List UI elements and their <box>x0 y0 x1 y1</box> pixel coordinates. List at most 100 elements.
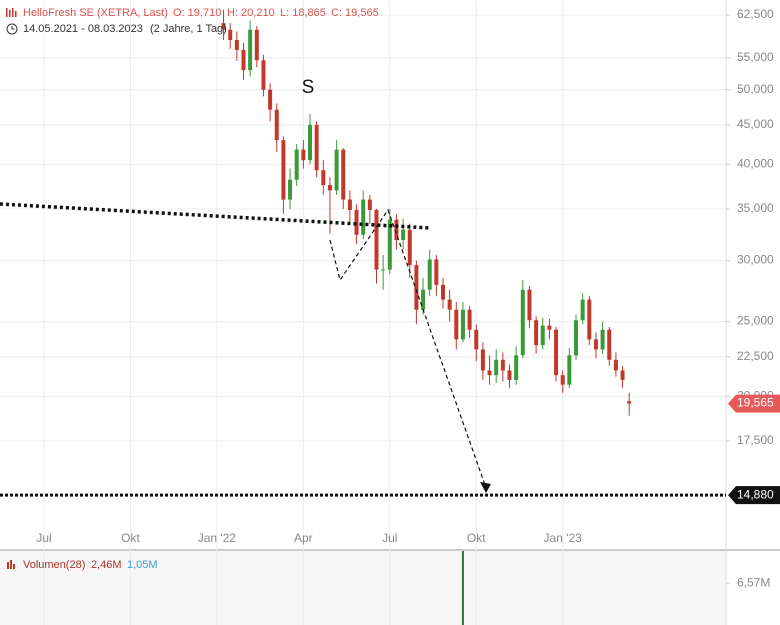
header-icon <box>6 8 17 17</box>
x-tick-label: Apr <box>294 531 313 545</box>
candle-body <box>434 259 439 285</box>
price-tag <box>728 394 780 413</box>
candle-body <box>540 325 545 346</box>
ohlc-open: O: 19,710 <box>173 7 221 19</box>
y-tick-label: 30,000 <box>737 253 774 267</box>
candle-body <box>401 229 406 241</box>
level-tag <box>728 486 780 505</box>
candle-body <box>268 89 273 110</box>
candle-body <box>294 149 299 180</box>
y-tick-label: 35,000 <box>737 201 774 215</box>
marks: 14,880 19,565 <box>0 9 780 625</box>
ohlc-high: H: 20,210 <box>227 7 275 19</box>
y-tick-label: 22,500 <box>737 349 774 363</box>
x-tick-label: Jan '22 <box>198 531 237 545</box>
candle-body <box>394 219 399 241</box>
candle-body <box>534 320 539 346</box>
y-tick-label: 62,500 <box>737 7 774 21</box>
candle-body <box>454 309 459 340</box>
x-tick-label: Jan '23 <box>544 531 583 545</box>
chart-title: HelloFresh SE (XETRA, Last) <box>23 7 168 19</box>
candle-body <box>487 370 492 376</box>
candle-body <box>301 149 306 161</box>
candle-body <box>414 265 419 310</box>
candle-body <box>574 320 578 356</box>
candle-body <box>228 29 233 41</box>
x-tick-label: Okt <box>121 531 140 545</box>
candle-body <box>520 289 525 356</box>
candle-body <box>427 259 432 290</box>
ohlc-close: C: 19,565 <box>331 7 379 19</box>
candle-body <box>527 289 532 321</box>
candle-body <box>381 269 386 271</box>
candle-body <box>308 124 312 161</box>
x-tick-label: Okt <box>467 531 486 545</box>
candle-body <box>580 299 585 321</box>
volume-value: 2,46M <box>91 559 122 571</box>
candle-body <box>600 329 605 350</box>
candle-body <box>547 325 552 330</box>
volume-title: Volumen(28) <box>23 559 85 571</box>
y-tick-label: 50,000 <box>737 82 774 96</box>
volume-icon <box>7 560 15 569</box>
date-range: 14.05.2021 - 08.03.2023 <box>23 23 143 35</box>
candle-body <box>587 299 592 340</box>
candle-body <box>613 359 618 371</box>
candle-body <box>447 299 452 310</box>
candle-body <box>314 124 319 171</box>
candle-body <box>494 359 499 376</box>
candle-body <box>387 219 392 270</box>
volume-bar <box>461 551 464 625</box>
candle-body <box>367 199 372 210</box>
candle-body <box>467 309 472 330</box>
candle-body <box>361 199 366 235</box>
candle-body <box>274 109 279 141</box>
y-tick-label: 40,000 <box>737 156 774 170</box>
candle-body <box>347 199 352 210</box>
candle-body <box>514 355 519 380</box>
candle-body <box>374 209 379 270</box>
candle-body <box>500 359 505 371</box>
y-tick-label: 6,57M <box>737 575 770 589</box>
trend-line <box>0 202 431 230</box>
candle-body <box>567 355 572 385</box>
candle-body <box>234 40 239 50</box>
candle-body <box>254 29 259 61</box>
candle-body <box>221 23 226 30</box>
candle-body <box>593 339 598 350</box>
candle-body <box>241 49 246 71</box>
pattern-line <box>329 208 486 486</box>
candle-body <box>341 149 346 200</box>
y-tick-label: 17,500 <box>737 433 774 447</box>
clock-hands <box>11 26 15 30</box>
arrow-head <box>480 482 491 493</box>
candle-body <box>460 309 465 340</box>
level-label: 14,880 <box>737 487 774 501</box>
candle-body <box>607 329 612 360</box>
candle-body <box>407 229 412 266</box>
y-tick-label: 45,000 <box>737 117 774 131</box>
period: (2 Jahre, 1 Tag) <box>150 23 227 35</box>
candle-body <box>474 329 479 350</box>
clock-icon <box>6 23 18 35</box>
candle-body <box>321 170 326 186</box>
volume-average: 1,05M <box>127 559 158 571</box>
candle-body <box>507 370 512 380</box>
candle-body <box>554 329 559 376</box>
candle-body <box>354 209 359 235</box>
volume-panel <box>0 551 726 625</box>
candle-body <box>334 149 339 191</box>
candle-body <box>480 349 485 371</box>
candle-body <box>288 179 293 200</box>
candle-body <box>441 284 445 300</box>
candle-body <box>421 289 426 310</box>
y-tick-label: 55,000 <box>737 50 774 64</box>
candle-body <box>560 375 565 385</box>
x-tick-label: Jul <box>382 531 397 545</box>
candle-body <box>248 29 253 71</box>
candle-body <box>627 401 632 404</box>
candle-body <box>281 140 286 200</box>
annotation: S <box>302 77 315 98</box>
